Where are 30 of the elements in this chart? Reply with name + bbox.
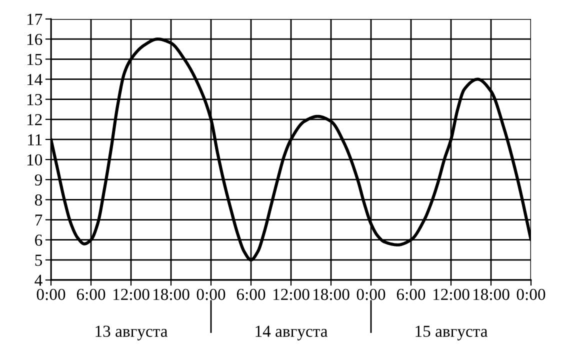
x-tick-label: 12:00 <box>433 288 470 300</box>
x-tick-label: 18:00 <box>153 288 190 300</box>
x-tick-label: 18:00 <box>473 288 510 300</box>
x-tick-label: 0:00 <box>196 288 226 300</box>
y-tick-label: 4 <box>34 274 42 286</box>
x-tick-label: 6:00 <box>236 288 266 300</box>
x-tick-label: 6:00 <box>76 288 106 300</box>
x-tick-label: 0:00 <box>356 288 386 300</box>
y-tick-label: 12 <box>27 114 42 126</box>
y-tick-label: 5 <box>35 254 42 266</box>
y-tick-label: 9 <box>34 174 42 186</box>
x-tick-label: 6:00 <box>396 288 426 300</box>
y-tick-label: 11 <box>28 134 42 146</box>
x-tick-label: 0:00 <box>36 288 66 300</box>
x-tick-label: 12:00 <box>273 288 310 300</box>
text: 15 августа <box>416 326 488 340</box>
y-tick-label: 13 <box>27 94 42 106</box>
y-tick-label: 14 <box>27 74 42 86</box>
y-tick-label: 17 <box>27 14 42 25</box>
text: 14 августа <box>256 326 328 340</box>
y-tick-label: 8 <box>34 194 42 206</box>
y-tick-label: 7 <box>35 214 42 226</box>
x-tick-label: 12:00 <box>113 288 150 300</box>
x-tick-label: 0:00 <box>516 288 546 300</box>
y-tick-label: 6 <box>35 234 42 246</box>
text: 13 августа <box>96 326 168 340</box>
x-tick-label: 18:00 <box>313 288 350 300</box>
y-tick-label: 15 <box>27 54 42 66</box>
y-tick-label: 16 <box>27 34 42 46</box>
y-tick-label: 10 <box>27 154 42 166</box>
